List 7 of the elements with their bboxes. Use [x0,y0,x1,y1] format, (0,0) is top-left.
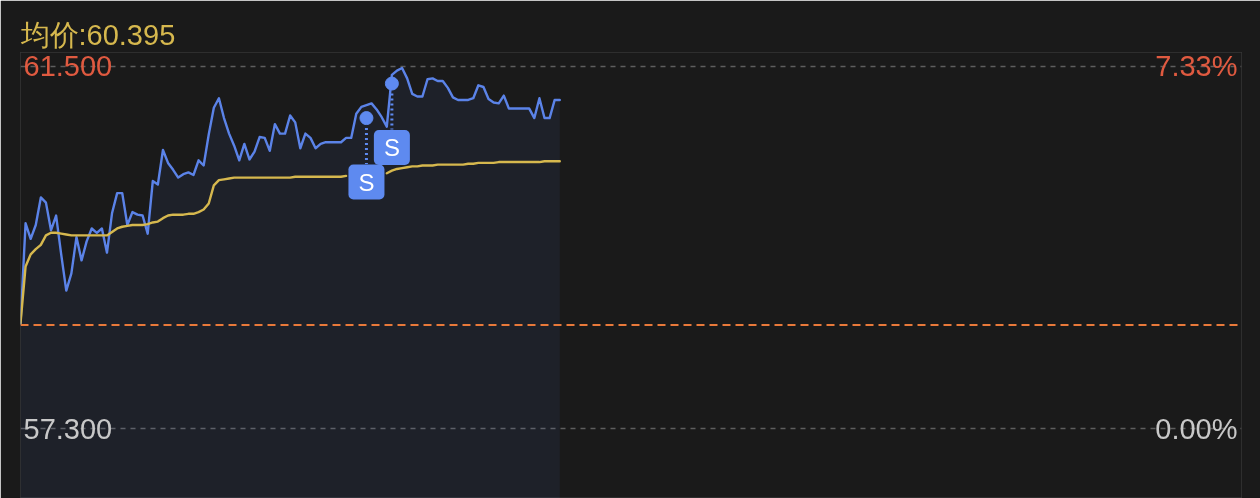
y2-tick-label: 7.33% [1155,50,1238,83]
data-label: S [383,134,400,162]
y2-tick-label: 0.00% [1155,412,1238,445]
y-tick-label: 61.500 [23,50,113,83]
data-label: S [358,168,375,196]
text: 均价:60.395 [19,18,176,51]
y-tick-label: 57.300 [23,412,113,445]
